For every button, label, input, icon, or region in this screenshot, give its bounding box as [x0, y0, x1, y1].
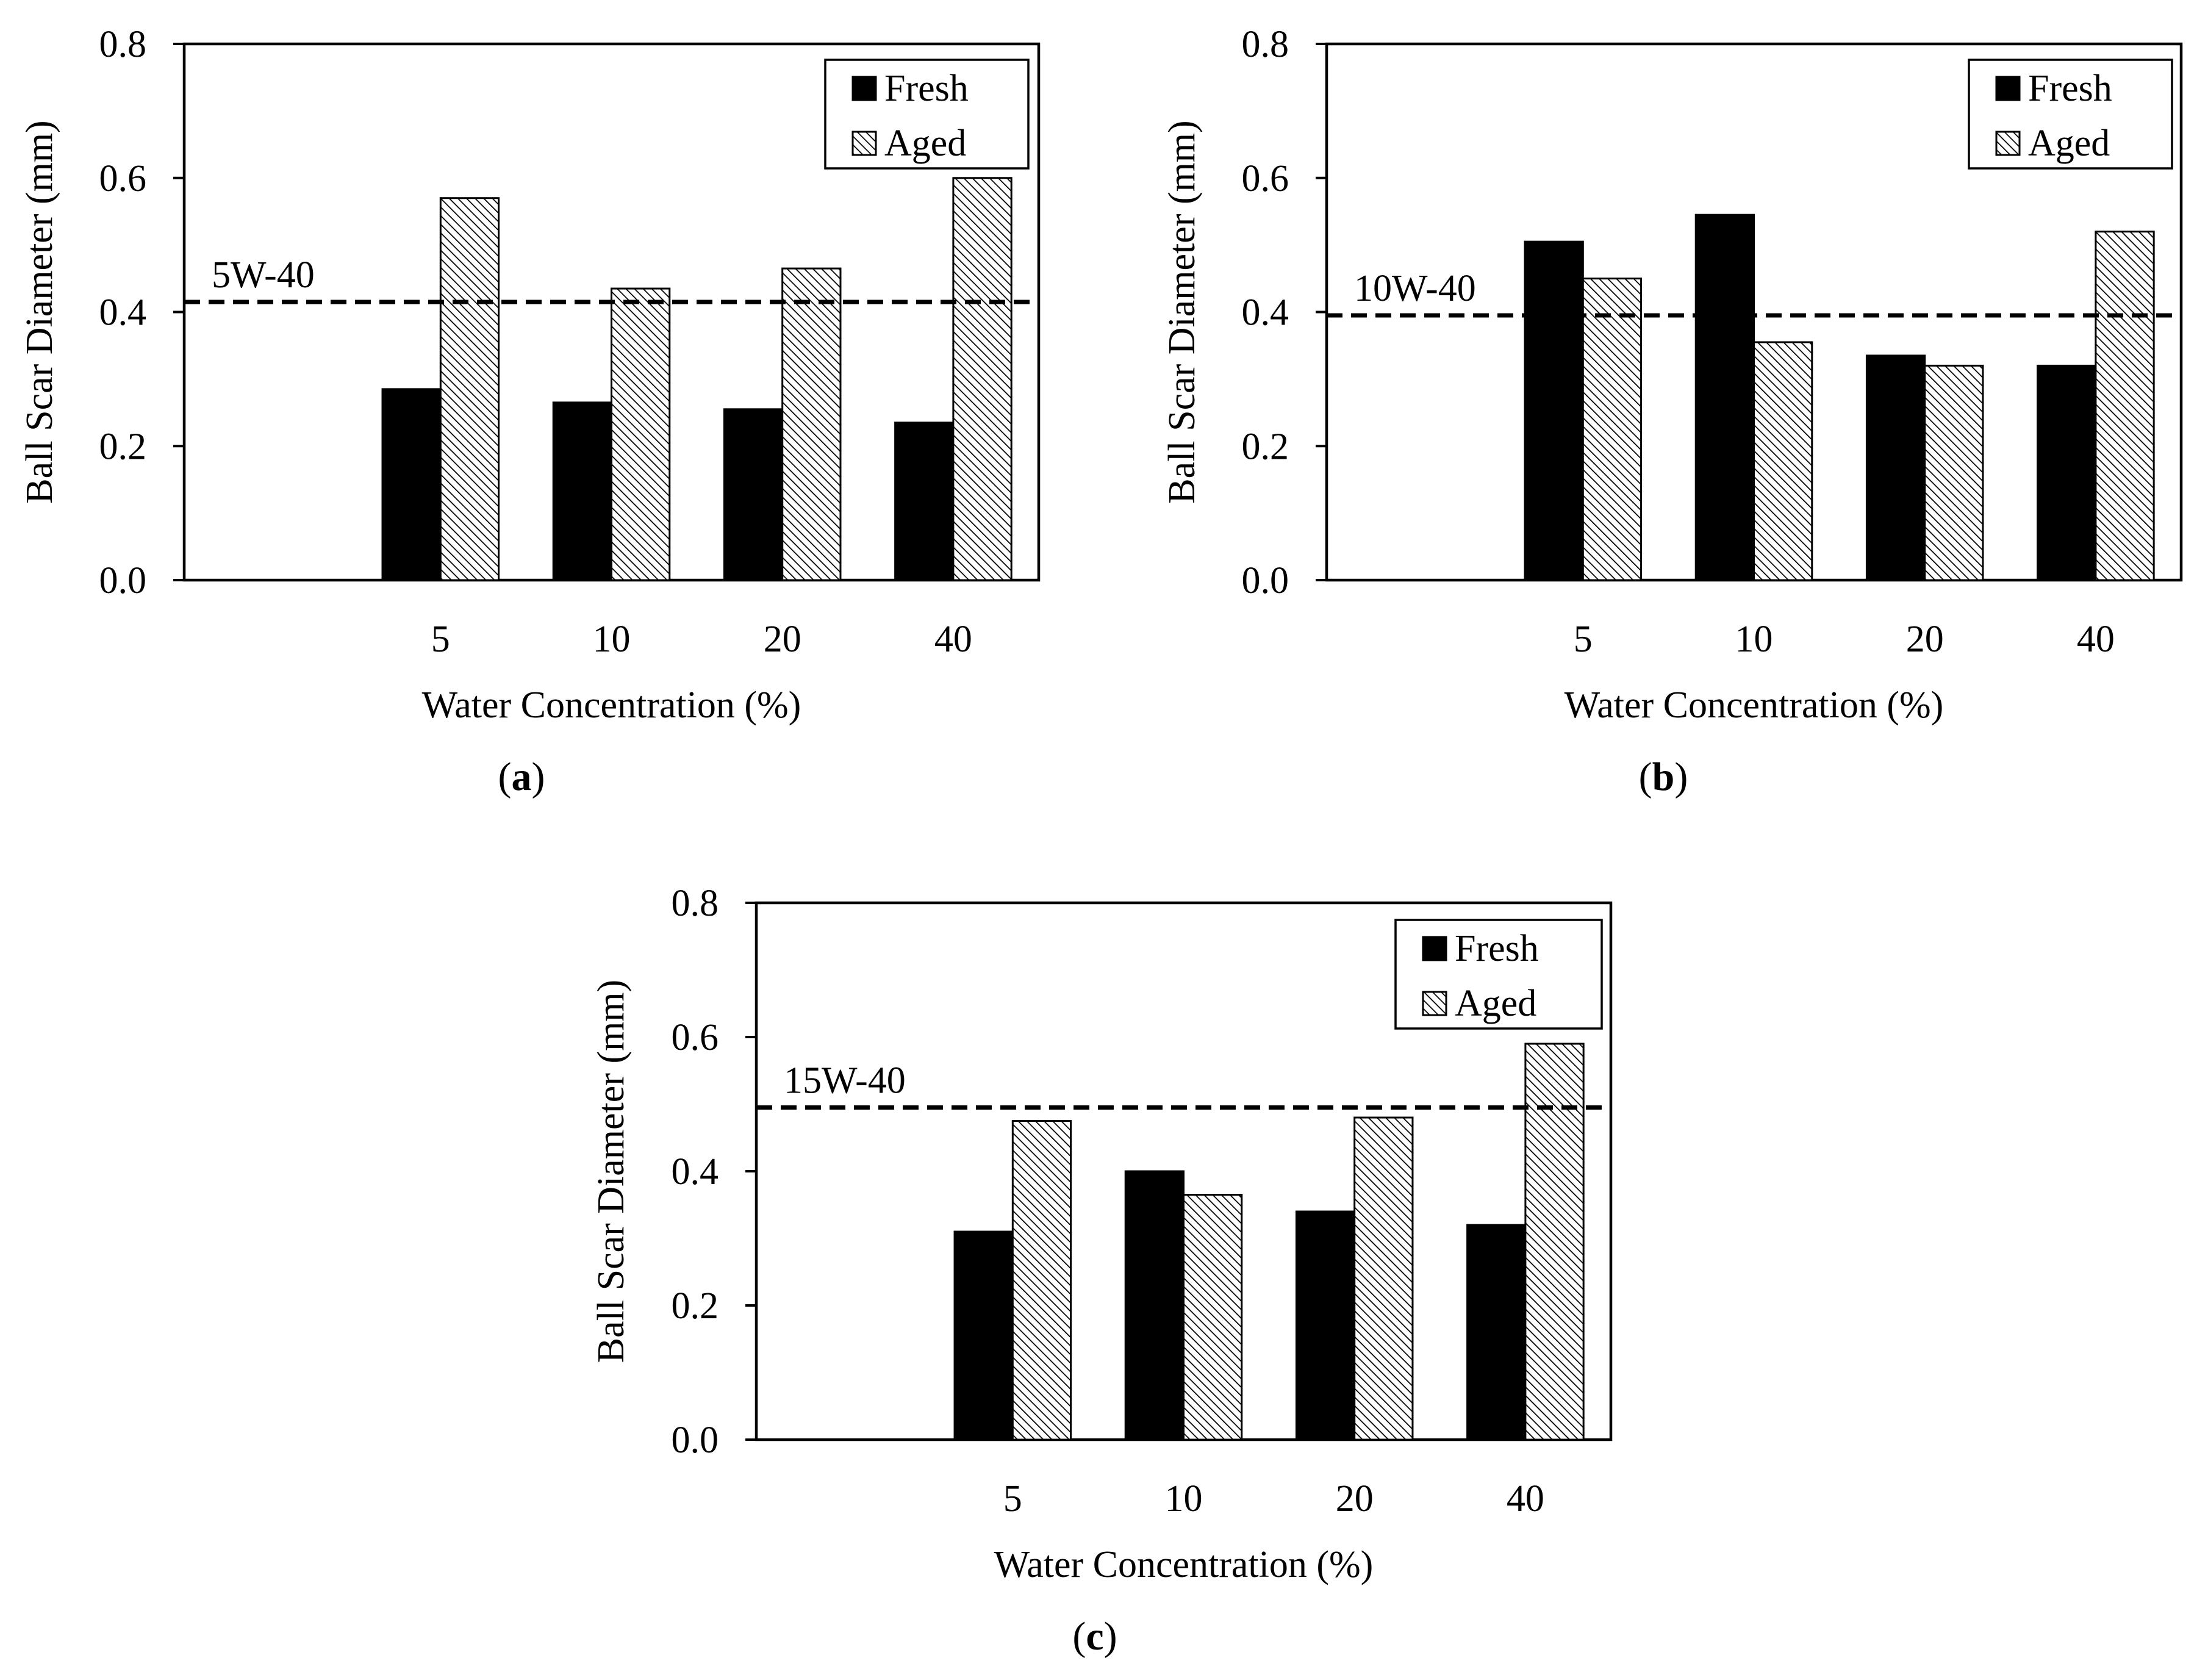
- chart-panel-a: 0.0 0.2 0.4 0.6 0.8 5 10 20 40 5W-40 Fresh Aged Wate…: [19, 24, 1041, 799]
- x-tick-label: 10: [1735, 619, 1773, 660]
- caption-open-paren: (: [498, 755, 512, 799]
- y-tick-label: 0.4: [99, 292, 147, 334]
- caption-close-paren: ): [1674, 755, 1688, 799]
- y-tick-label: 0.0: [99, 560, 147, 601]
- y-tick-label: 0.2: [1242, 426, 1289, 467]
- caption-letter: a: [512, 755, 532, 799]
- x-tick-label: 40: [2077, 619, 2115, 660]
- y-tick-label: 0.6: [672, 1017, 719, 1058]
- x-tick-label: 5: [431, 619, 450, 660]
- bar-fresh-5: [953, 1230, 1014, 1441]
- x-axis-title: Water Concentration (%): [1565, 684, 1944, 726]
- legend-swatch-fresh: [1422, 936, 1447, 961]
- bar-aged-10: [1183, 1194, 1243, 1441]
- y-tick-label: 0.2: [99, 426, 147, 467]
- x-axis-title: Water Concentration (%): [994, 1544, 1374, 1585]
- bar-fresh-20: [1295, 1210, 1356, 1441]
- x-tick-label: 10: [1165, 1478, 1203, 1520]
- legend-swatch-aged: [1422, 991, 1447, 1016]
- x-tick-label: 40: [1507, 1478, 1544, 1520]
- x-axis-title: Water Concentration (%): [422, 684, 801, 726]
- bar-fresh-20: [723, 408, 784, 581]
- bar-aged-5: [439, 197, 500, 581]
- legend-label-fresh: Fresh: [1455, 928, 1539, 969]
- y-tick-label: 0.8: [672, 883, 719, 924]
- caption-open-paren: (: [1639, 755, 1652, 799]
- y-axis-title: Ball Scar Diameter (mm): [1161, 120, 1203, 503]
- legend-label-aged: Aged: [1455, 983, 1536, 1024]
- bar-aged-20: [1924, 364, 1984, 581]
- panel-caption: (a): [498, 755, 545, 799]
- legend-label-aged: Aged: [884, 123, 966, 164]
- bar-aged-5: [1011, 1120, 1072, 1441]
- bar-aged-5: [1582, 278, 1643, 581]
- legend: Fresh Aged: [1394, 919, 1603, 1030]
- legend-label-fresh: Fresh: [2028, 68, 2112, 109]
- caption-letter: b: [1652, 755, 1675, 799]
- bar-fresh-5: [1524, 240, 1584, 581]
- bar-aged-20: [781, 267, 842, 581]
- x-tick-label: 20: [1336, 1478, 1374, 1520]
- bar-aged-20: [1353, 1116, 1414, 1441]
- bar-fresh-10: [1694, 214, 1755, 581]
- bar-aged-40: [1524, 1043, 1585, 1441]
- legend: Fresh Aged: [1968, 59, 2173, 170]
- panel-caption: (c): [1072, 1614, 1117, 1659]
- y-tick-label: 0.0: [1242, 560, 1289, 601]
- legend-label-aged: Aged: [2028, 123, 2110, 164]
- bar-fresh-20: [1865, 354, 1926, 581]
- bar-aged-40: [2095, 231, 2155, 581]
- caption-open-paren: (: [1072, 1614, 1086, 1659]
- bar-fresh-40: [1466, 1224, 1527, 1441]
- bar-fresh-10: [1124, 1170, 1185, 1441]
- bar-fresh-10: [552, 401, 612, 581]
- x-tick-label: 10: [593, 619, 631, 660]
- y-tick-label: 0.8: [1242, 24, 1289, 65]
- bar-aged-40: [952, 177, 1013, 581]
- y-tick-label: 0.2: [672, 1285, 719, 1327]
- x-tick-label: 20: [764, 619, 801, 660]
- x-tick-label: 5: [1574, 619, 1593, 660]
- y-axis-title: Ball Scar Diameter (mm): [19, 120, 60, 503]
- caption-letter: c: [1086, 1614, 1103, 1659]
- y-tick-label: 0.8: [99, 24, 147, 65]
- y-tick-label: 0.4: [672, 1151, 719, 1193]
- chart-panel-c: 0.0 0.2 0.4 0.6 0.8 5 10 20 40 15W-40 Fresh Aged Wat…: [590, 883, 1613, 1659]
- y-axis-title: Ball Scar Diameter (mm): [590, 980, 632, 1363]
- x-tick-label: 20: [1906, 619, 1944, 660]
- caption-close-paren: ): [1104, 1614, 1117, 1659]
- bar-fresh-5: [381, 388, 442, 581]
- chart-panel-b: 0.0 0.2 0.4 0.6 0.8 5 10 20 40 10W-40 Fresh Aged Wat…: [1161, 24, 2183, 799]
- bar-fresh-40: [894, 422, 955, 581]
- x-tick-label: 40: [934, 619, 972, 660]
- bar-aged-10: [1753, 341, 1813, 581]
- legend-swatch-fresh: [851, 76, 877, 101]
- bar-aged-10: [611, 287, 671, 581]
- legend-swatch-aged: [851, 131, 877, 156]
- x-tick-label: 5: [1003, 1478, 1022, 1520]
- bar-fresh-40: [2037, 364, 2097, 581]
- legend-label-fresh: Fresh: [884, 68, 969, 109]
- panel-caption: (b): [1639, 755, 1688, 799]
- reference-line-label: 5W-40: [212, 254, 315, 296]
- reference-line-label: 10W-40: [1354, 268, 1476, 309]
- y-tick-label: 0.6: [1242, 158, 1289, 199]
- y-tick-label: 0.0: [672, 1420, 719, 1461]
- legend-swatch-fresh: [1995, 76, 2021, 101]
- y-tick-label: 0.6: [99, 158, 147, 199]
- legend-swatch-aged: [1995, 131, 2021, 156]
- caption-close-paren: ): [532, 755, 545, 799]
- y-tick-label: 0.4: [1242, 292, 1289, 334]
- legend: Fresh Aged: [824, 59, 1030, 170]
- reference-line-label: 15W-40: [784, 1060, 906, 1102]
